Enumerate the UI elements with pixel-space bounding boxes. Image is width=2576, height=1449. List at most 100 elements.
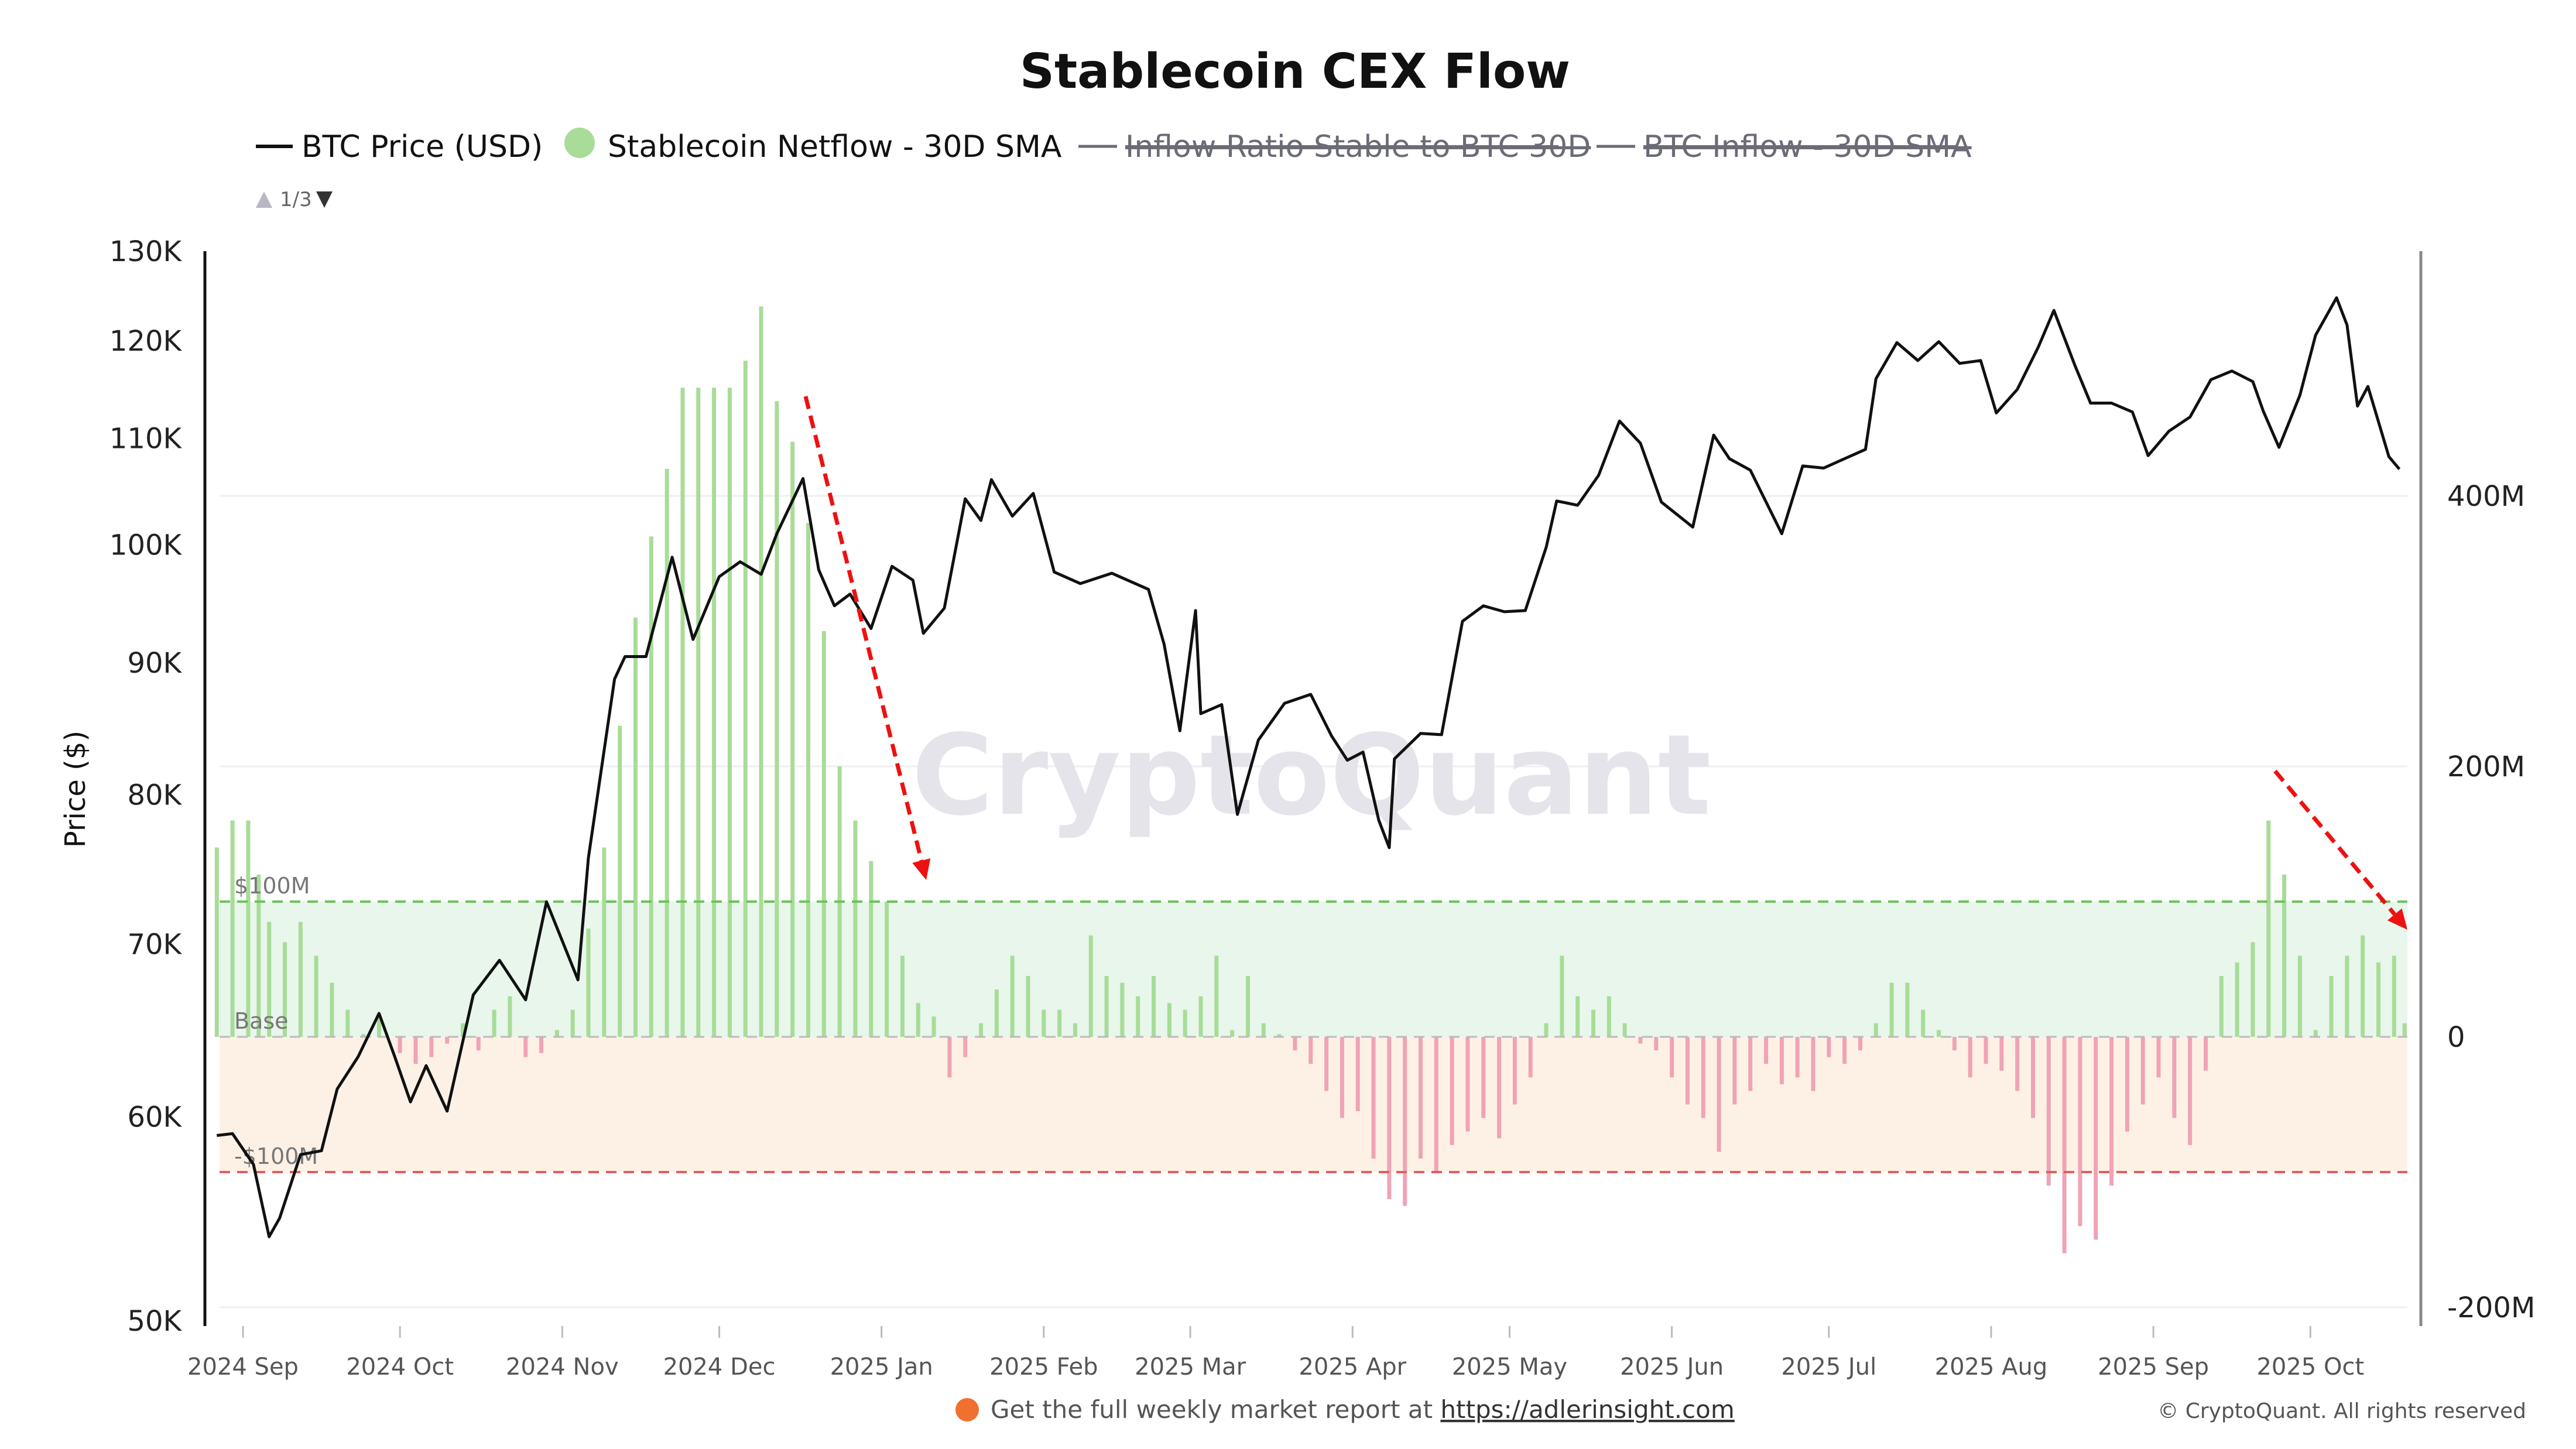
netflow-bar (1308, 1037, 1313, 1064)
x-tick-label: 2025 Jun (1620, 1354, 1724, 1381)
netflow-bar (214, 847, 219, 1037)
netflow-bar (2046, 1037, 2051, 1186)
netflow-bar (1355, 1037, 1360, 1112)
legend-item-stablecoin-netflow[interactable]: Stablecoin Netflow - 30D SMA (564, 128, 1062, 165)
netflow-bar (1779, 1037, 1784, 1084)
netflow-bar (460, 1023, 465, 1037)
netflow-bar (916, 1003, 920, 1037)
netflow-bar (806, 523, 811, 1037)
legend: BTC Price (USD) Stablecoin Netflow - 30D… (256, 128, 1972, 211)
netflow-bar (1434, 1037, 1438, 1172)
netflow-bar (1403, 1037, 1407, 1206)
netflow-bar (2219, 976, 2224, 1037)
netflow-bar (1073, 1023, 1077, 1037)
y-left-tick-label: 90K (127, 647, 182, 680)
netflow-bar (1858, 1037, 1862, 1051)
netflow-bar (298, 922, 303, 1037)
netflow-bar (256, 874, 261, 1037)
netflow-bar (2188, 1037, 2193, 1145)
netflow-bar (1183, 1009, 1187, 1037)
netflow-bar (900, 955, 905, 1037)
netflow-bar (2078, 1037, 2082, 1227)
netflow-bar (413, 1037, 418, 1064)
x-tick-label: 2025 Jul (1781, 1354, 1876, 1381)
netflow-bar (1952, 1037, 1957, 1051)
netflow-bar (1419, 1037, 1423, 1159)
netflow-bar (759, 306, 763, 1037)
legend-label: BTC Price (USD) (302, 129, 543, 165)
netflow-bar (712, 388, 717, 1037)
netflow-bar (2297, 955, 2302, 1037)
netflow-bar (602, 847, 607, 1037)
netflow-bar (618, 725, 622, 1037)
netflow-bar (2392, 955, 2396, 1037)
pager-up-icon[interactable] (256, 191, 272, 208)
netflow-bar (523, 1037, 528, 1057)
netflow-bar (963, 1037, 968, 1057)
netflow-bar (492, 1009, 496, 1037)
x-tick-label: 2025 Jan (830, 1354, 933, 1381)
netflow-bar (790, 441, 795, 1037)
arrow-shaft (803, 396, 924, 861)
netflow-bar (727, 388, 732, 1037)
upper-band-label: $100M (234, 873, 310, 899)
y-left-tick-label: 130K (109, 235, 183, 268)
y-left-tick-label: 50K (127, 1305, 182, 1338)
netflow-bar (1512, 1037, 1517, 1105)
netflow-bar (1575, 996, 1580, 1037)
netflow-bar (1968, 1037, 1972, 1078)
netflow-bar (994, 989, 999, 1037)
netflow-bar (696, 388, 701, 1037)
netflow-bar (1136, 996, 1140, 1037)
netflow-bar (1654, 1037, 1659, 1051)
legend-item-inflow-ratio[interactable]: Inflow Ratio Stable to BTC 30D (1078, 129, 1591, 165)
netflow-bar (1057, 1009, 1062, 1037)
legend-item-btc-inflow[interactable]: BTC Inflow - 30D SMA (1597, 129, 1972, 165)
netflow-bar (853, 820, 858, 1037)
netflow-bar (2030, 1037, 2035, 1118)
legend-item-btc-price[interactable]: BTC Price (USD) (256, 129, 543, 165)
netflow-bar (1230, 1030, 1235, 1037)
netflow-bar (649, 536, 653, 1037)
netflow-bar (2062, 1037, 2067, 1253)
netflow-bar (633, 617, 638, 1037)
footer-text: Get the full weekly market report at htt… (991, 1395, 1735, 1424)
netflow-bar (947, 1037, 952, 1078)
netflow-bar (1670, 1037, 1674, 1078)
lower-band (220, 1037, 2407, 1172)
netflow-bar (743, 361, 748, 1037)
netflow-bar (1261, 1023, 1266, 1037)
arrow-head-icon (2387, 908, 2407, 930)
watermark: CryptoQuant (912, 711, 1711, 840)
netflow-bar (330, 982, 334, 1037)
netflow-bar (2156, 1037, 2161, 1078)
pager-down-icon[interactable] (316, 191, 333, 208)
netflow-bar (1324, 1037, 1329, 1091)
footer-link[interactable]: https://adlerinsight.com (1440, 1395, 1734, 1424)
netflow-bar (345, 1009, 350, 1037)
x-tick-label: 2025 Oct (2256, 1354, 2364, 1381)
netflow-bar (2109, 1037, 2114, 1186)
x-tick-label: 2024 Dec (663, 1354, 776, 1381)
netflow-bar (1198, 996, 1203, 1037)
netflow-bar (1293, 1037, 1297, 1051)
gridlines (220, 495, 2407, 1308)
netflow-bar (1450, 1037, 1454, 1145)
netflow-bar (775, 401, 779, 1037)
netflow-bar (2235, 962, 2239, 1037)
netflow-bar (1042, 1009, 1046, 1037)
y-right-tick-label: -200M (2447, 1292, 2535, 1324)
netflow-bar (1811, 1037, 1815, 1091)
netflow-bar (398, 1037, 402, 1053)
y-left-tick-label: 110K (109, 422, 183, 455)
netflow-bar (1497, 1037, 1502, 1139)
netflow-bar (1387, 1037, 1392, 1200)
netflow-bar (539, 1037, 544, 1053)
netflow-bar (979, 1023, 984, 1037)
netflow-bar (2266, 820, 2271, 1037)
netflow-bar (1088, 935, 1093, 1037)
netflow-bar (554, 1030, 559, 1037)
x-tick-label: 2025 Sep (2098, 1354, 2209, 1381)
netflow-bar (1120, 982, 1125, 1037)
